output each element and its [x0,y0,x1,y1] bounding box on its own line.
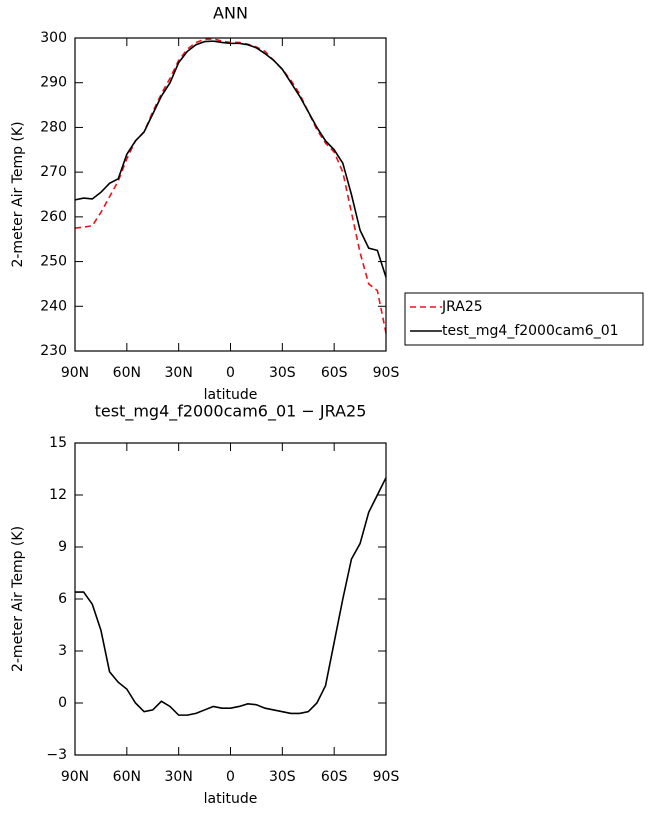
x-tick-label: 30N [165,365,193,381]
x-tick-label: 30N [165,769,193,785]
y-tick-label: 250 [40,254,67,270]
y-tick-label: 240 [40,298,67,314]
x-axis-label: latitude [204,791,258,807]
y-axis-label: 2-meter Air Temp (K) [10,526,26,672]
y-tick-label: 230 [40,343,67,359]
y-tick-label: 300 [40,30,67,46]
data-line [75,477,387,716]
y-axis-label: 2-meter Air Temp (K) [10,121,26,267]
chart-title: test_mg4_f2000cam6_01 − JRA25 [95,402,367,422]
x-tick-label: 90N [61,769,89,785]
legend-box [404,292,644,346]
x-tick-label: 30S [269,769,296,785]
x-tick-label: 60N [113,365,141,381]
data-line [74,40,387,278]
y-tick-label: 0 [58,695,67,711]
legend-label: JRA25 [441,299,483,315]
x-tick-label: 90S [373,365,400,381]
plot-frame [74,37,387,352]
legend-label: test_mg4_f2000cam6_01 [442,323,619,339]
chart-title: ANN [213,4,248,23]
x-tick-label: 30S [269,365,296,381]
y-tick-label: 15 [49,435,67,451]
x-tick-label: 90S [373,769,400,785]
x-tick-label: 0 [226,365,235,381]
y-tick-label: 280 [40,119,67,135]
y-tick-label: 3 [58,643,67,659]
y-tick-label: −3 [46,747,67,763]
x-axis-label: latitude [204,387,258,403]
x-tick-label: 0 [226,769,235,785]
x-tick-label: 60N [113,769,141,785]
x-tick-label: 60S [321,365,348,381]
y-tick-label: 260 [40,209,67,225]
y-tick-label: 270 [40,164,67,180]
x-tick-label: 90N [61,365,89,381]
plot-frame [74,442,387,756]
data-line [74,38,387,334]
y-tick-label: 9 [58,539,67,555]
x-tick-label: 60S [321,769,348,785]
y-tick-label: 6 [58,591,67,607]
y-tick-label: 290 [40,75,67,91]
y-tick-label: 12 [49,487,67,503]
